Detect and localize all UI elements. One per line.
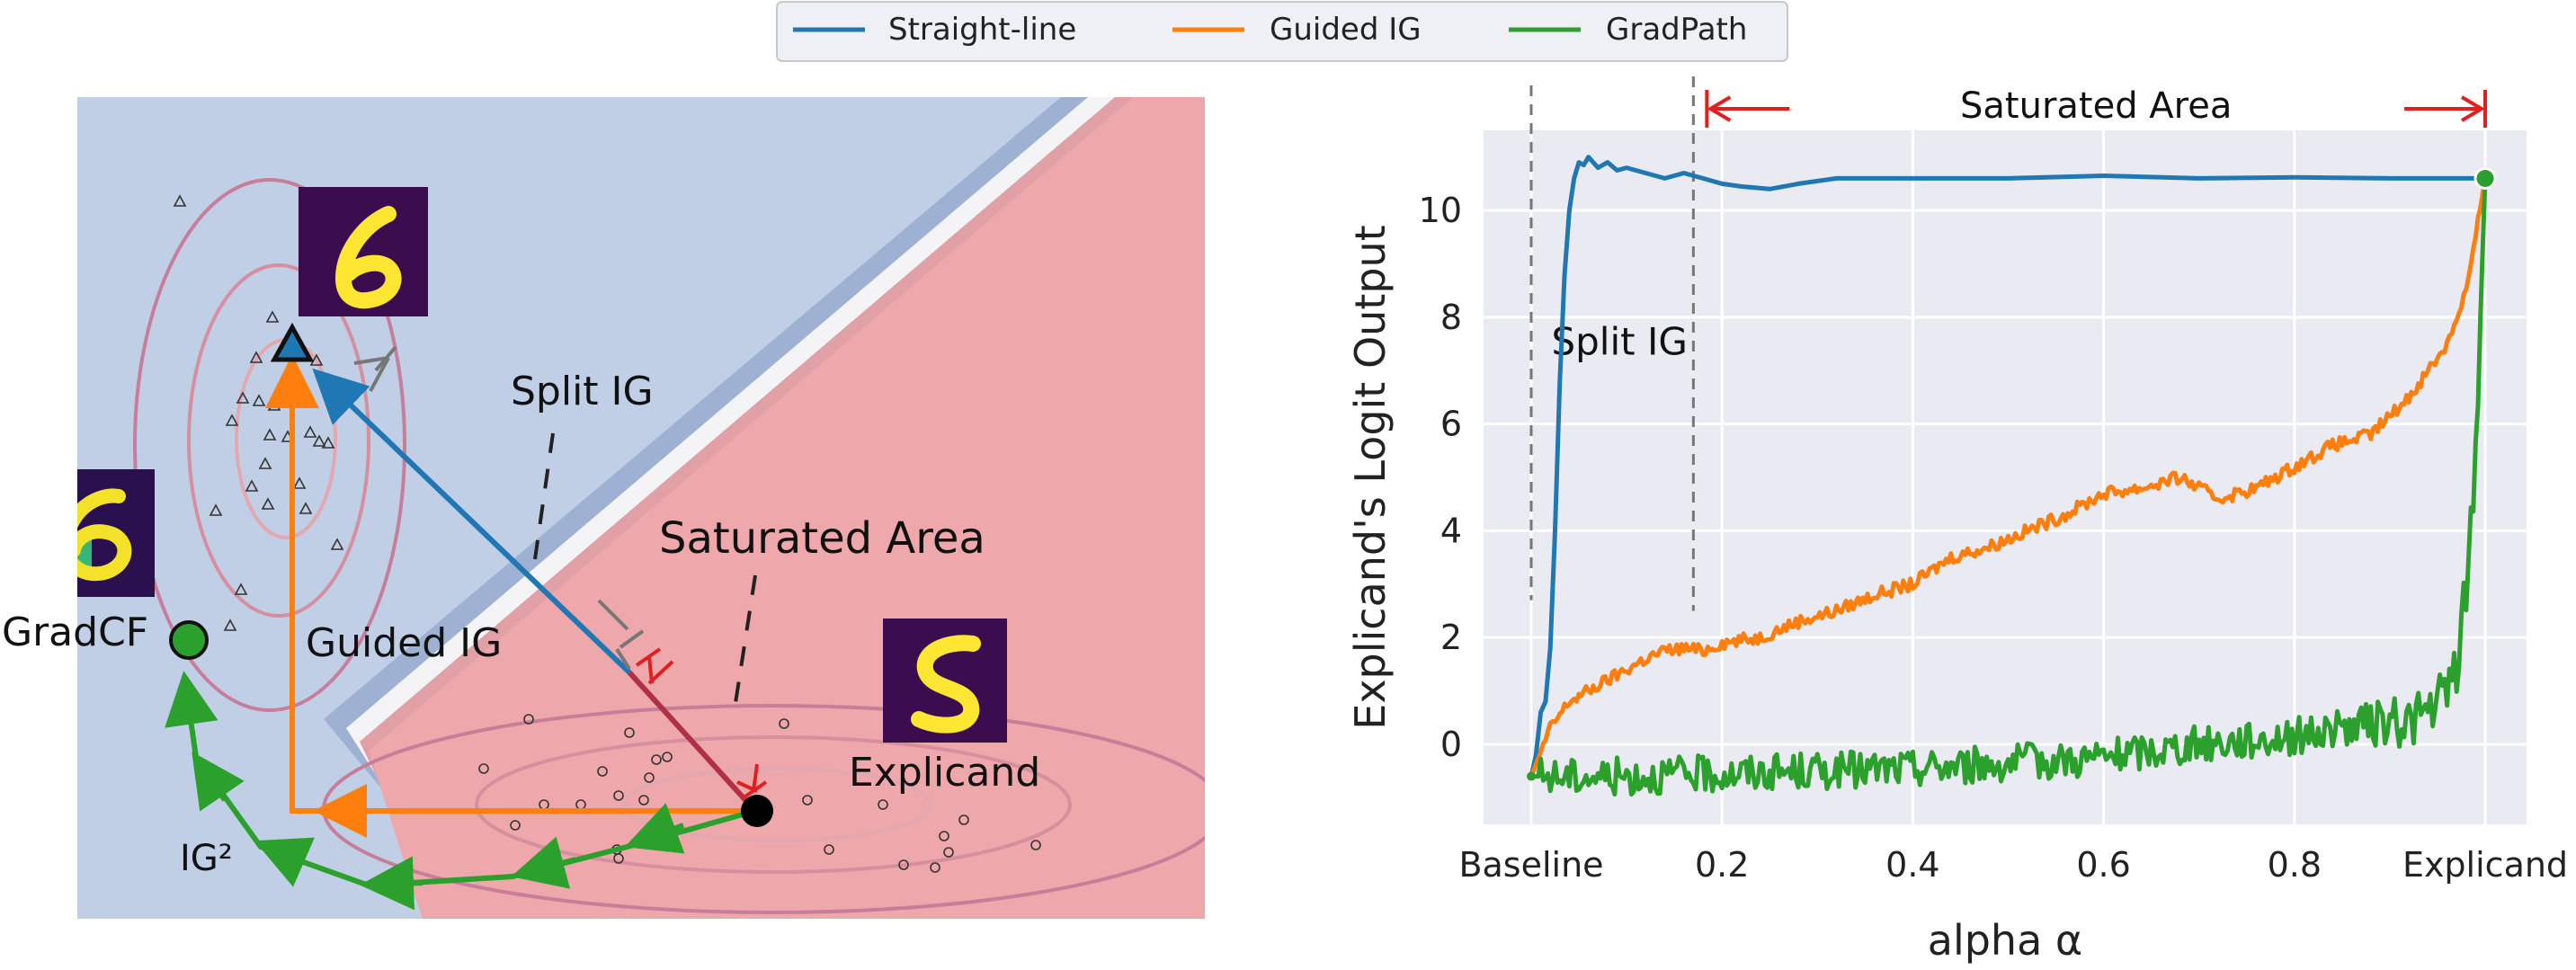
annotations: Split IG Saturated Area — [1529, 76, 2487, 611]
end-markers — [1527, 166, 2497, 781]
x-tick-label: Explicand — [2402, 845, 2568, 885]
left-label-guided-ig: Guided IG — [306, 620, 502, 666]
gradpath-arrow-6 — [165, 671, 218, 728]
gradpath-arrow-1 — [624, 803, 685, 854]
gradpath-arrow-5 — [192, 752, 245, 812]
legend-box — [776, 1, 1788, 62]
chart-annotation-split-ig: Split IG — [1551, 319, 1687, 363]
digit-6-thumbnail — [299, 187, 428, 316]
left-label-gradcf: GradCF — [2, 610, 148, 655]
x-axis-label: alpha α — [1928, 916, 2082, 965]
x-tick-label: Baseline — [1458, 845, 1603, 885]
y-tick-label: 10 — [1419, 191, 1462, 230]
straight-line-saturated-segment — [627, 670, 758, 814]
x-tick-label: 0.2 — [1695, 845, 1749, 885]
gradpath-arrow-4 — [254, 837, 315, 887]
y-tick-labels: 0 2 4 6 8 10 — [1419, 191, 1462, 764]
contour-outer-top — [133, 178, 406, 712]
left-panel: Split IG Saturated Area Explicand Guided… — [77, 97, 1205, 919]
chart: Split IG Saturated Area Baseline 0.2 0.4 0.6… — [1346, 76, 2568, 965]
saturated-arrow-right — [2404, 95, 2485, 122]
left-label-saturated-area: Saturated Area — [659, 513, 985, 564]
gradpath-arrow-2 — [511, 836, 576, 889]
series-lines — [1529, 155, 2488, 797]
contour-middle-bottom — [475, 735, 1072, 874]
explicand-digit-thumbnail — [883, 618, 1007, 743]
y-tick-label: 0 — [1440, 725, 1462, 764]
gradcf-point — [169, 620, 209, 660]
series-line-gradpath — [1531, 178, 2488, 797]
x-tick-label: 0.6 — [2076, 845, 2130, 885]
x-tick-label: 0.8 — [2268, 845, 2322, 885]
left-label-split-ig: Split IG — [511, 369, 654, 414]
x-tick-label: 0.4 — [1885, 845, 1939, 885]
y-axis-label: Explicand's Logit Output — [1346, 225, 1395, 730]
baseline-start-marker — [1527, 771, 1536, 781]
chart-annotation-saturated-area: Saturated Area — [1960, 85, 2232, 127]
legend-label-guided-ig: Guided IG — [1270, 12, 1422, 48]
x-tick-labels: Baseline 0.2 0.4 0.6 0.8 Explicand — [1458, 845, 2568, 885]
gridlines — [1484, 130, 2527, 824]
explicand-point — [741, 795, 773, 827]
saturated-arrow-left — [1707, 95, 1790, 122]
y-tick-label: 8 — [1440, 298, 1462, 337]
plot-area — [1484, 130, 2527, 824]
saturation-marks — [635, 647, 768, 800]
straight-line-path — [312, 368, 632, 675]
gradcf-digit-thumbnail — [77, 469, 155, 597]
contour-middle-top — [187, 263, 370, 618]
legend: Straight-line Guided IG GradPath — [776, 1, 1788, 62]
left-label-explicand: Explicand — [849, 750, 1040, 796]
left-label-ig2: IG² — [180, 838, 233, 879]
gradpath-arrow-3 — [360, 856, 423, 911]
series-line-guided-ig — [1529, 177, 2488, 778]
circle-samples — [478, 714, 1041, 873]
legend-label-straight-line: Straight-line — [888, 12, 1076, 48]
split-marks — [353, 345, 645, 671]
explicand-end-marker — [2473, 166, 2497, 190]
series-line-straight-line — [1529, 155, 2485, 778]
target-triangle-marker — [270, 322, 315, 362]
y-tick-label: 6 — [1440, 405, 1462, 444]
y-tick-label: 4 — [1440, 511, 1462, 550]
y-tick-label: 2 — [1440, 618, 1462, 657]
legend-label-gradpath: GradPath — [1606, 12, 1747, 48]
